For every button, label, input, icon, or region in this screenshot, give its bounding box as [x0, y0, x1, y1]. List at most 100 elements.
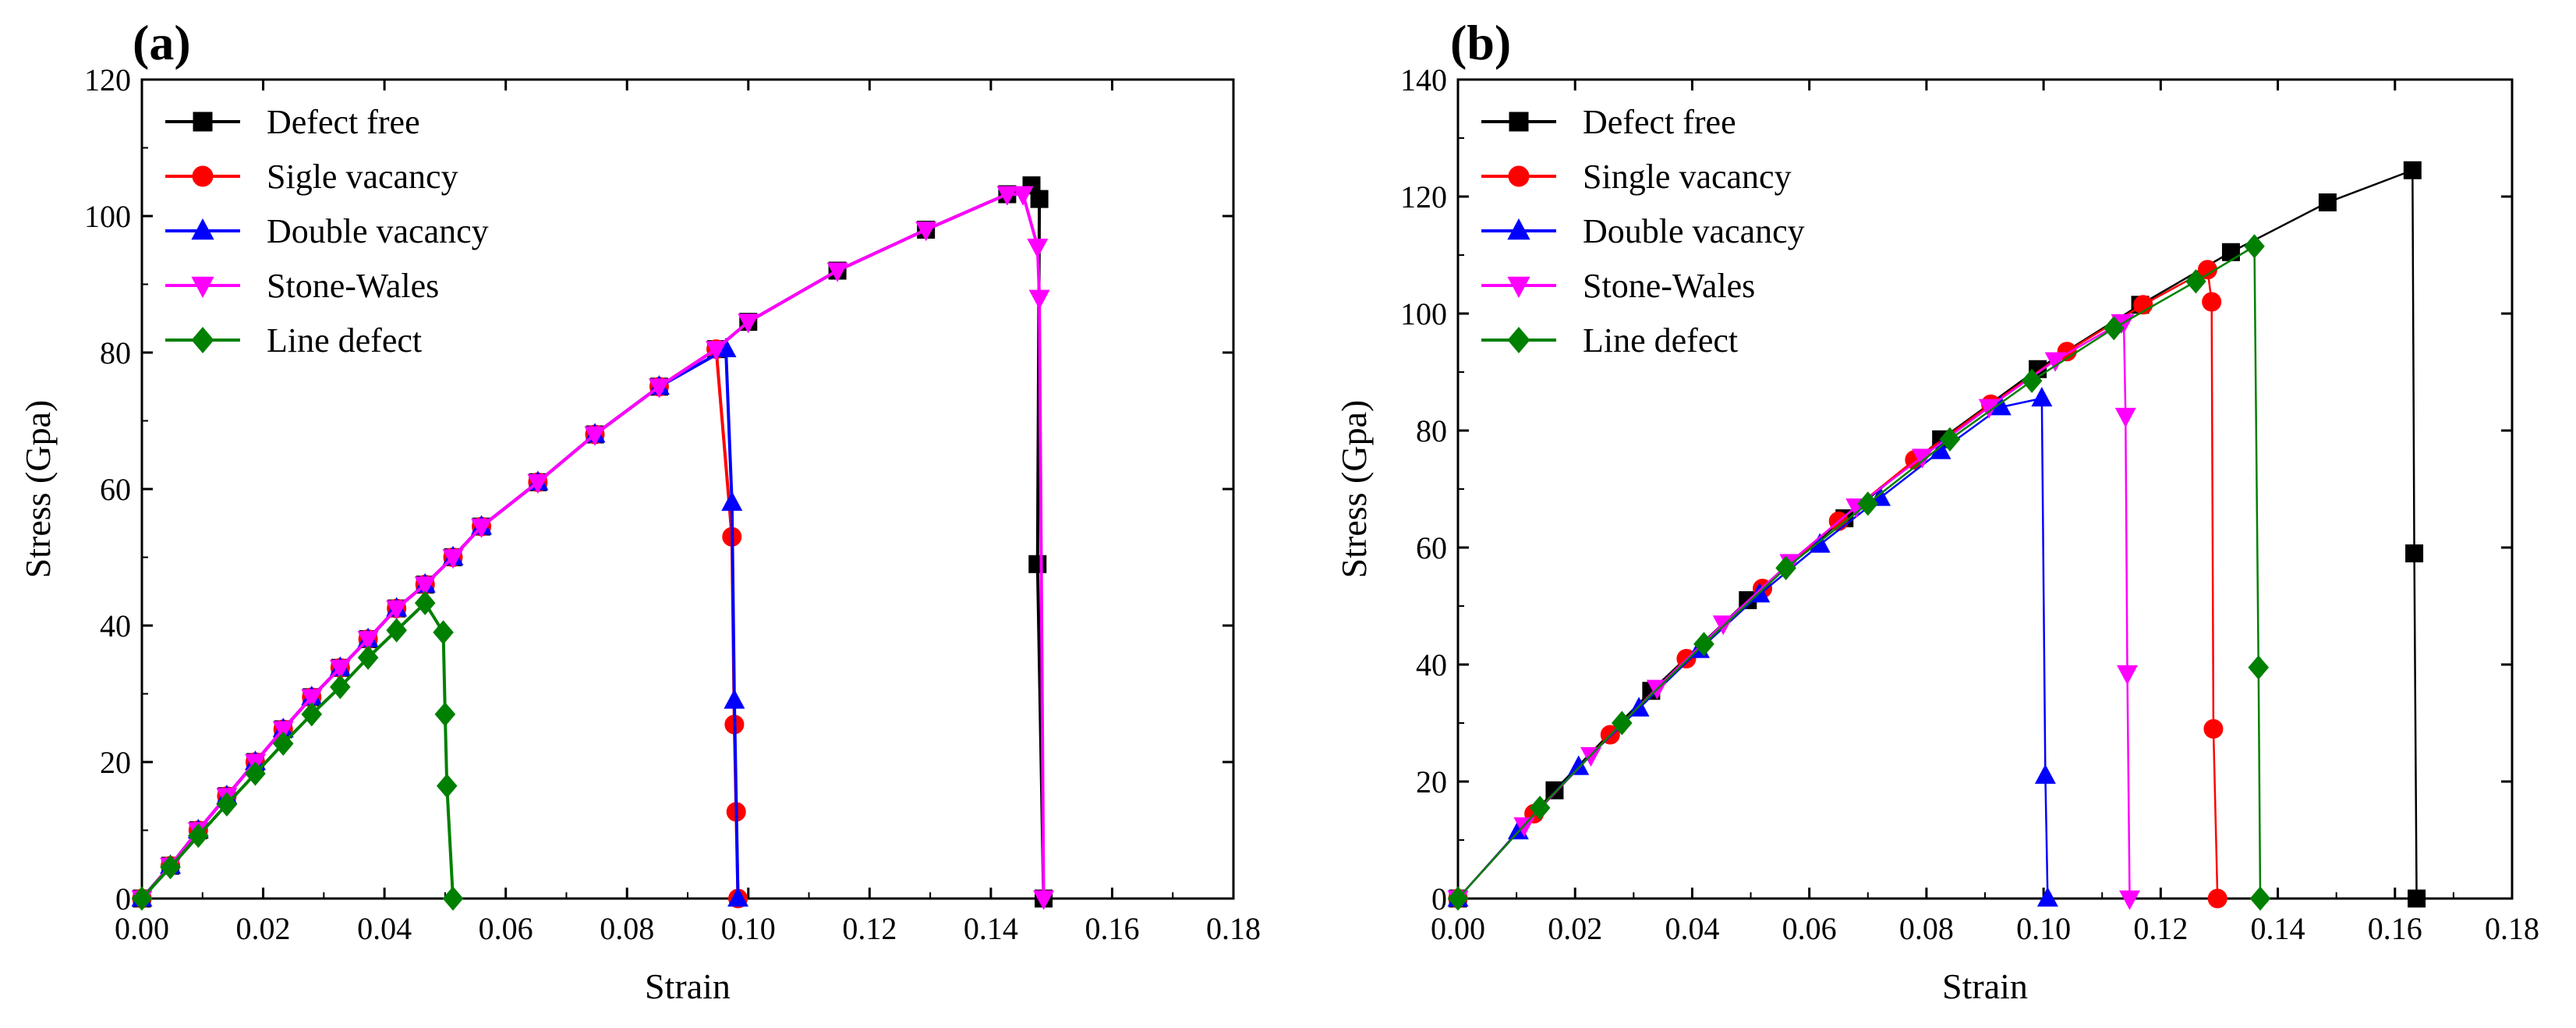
- data-point: [2034, 764, 2056, 784]
- data-point: [1027, 238, 1049, 259]
- x-tick-label: 0.06: [1782, 911, 1837, 946]
- x-tick-label: 0.04: [357, 911, 412, 946]
- data-point: [2185, 269, 2206, 294]
- x-tick-label: 0.06: [479, 911, 533, 946]
- series-line: [1457, 245, 2262, 899]
- y-tick-label: 80: [100, 335, 131, 370]
- legend-label: Double vacancy: [1583, 212, 1805, 250]
- y-tick-label: 20: [1416, 764, 1447, 799]
- data-point: [442, 549, 464, 569]
- data-point: [188, 823, 209, 849]
- legend-label: Line defect: [267, 321, 422, 360]
- legend-marker: [192, 165, 214, 187]
- series-line: [1457, 268, 2219, 899]
- legend-entry: Line defect: [1481, 321, 1738, 360]
- data-point: [1545, 781, 1564, 799]
- data-point: [1033, 890, 1055, 910]
- data-point: [1028, 289, 1050, 310]
- y-tick-label: 120: [84, 62, 131, 97]
- legend-label: Stone-Wales: [267, 267, 439, 305]
- series-line-defect: [1447, 234, 2271, 911]
- data-point: [1568, 755, 1590, 775]
- x-tick-label: 0.18: [2485, 911, 2539, 946]
- data-point: [1857, 491, 1879, 516]
- data-point: [2202, 292, 2222, 312]
- panel-label: (b): [1450, 15, 1511, 70]
- plot-frame: [1456, 78, 2514, 900]
- data-point: [1513, 817, 1535, 838]
- x-tick-label: 0.10: [721, 911, 776, 946]
- legend-marker: [191, 276, 214, 299]
- y-tick-label: 100: [1400, 296, 1447, 331]
- x-tick-label: 0.12: [842, 911, 897, 946]
- data-point: [329, 659, 351, 680]
- x-tick-label: 0.02: [236, 911, 291, 946]
- data-point: [160, 855, 181, 880]
- data-point: [386, 618, 407, 643]
- data-point: [2318, 193, 2337, 211]
- legend-entry: Sigle vacancy: [165, 158, 458, 196]
- data-point: [1028, 555, 1047, 573]
- legend-label: Line defect: [1583, 321, 1738, 360]
- x-tick-label: 0.04: [1665, 911, 1719, 946]
- data-point: [1447, 886, 1469, 911]
- chart-panel-a: (a) 0.00 0.02 0.04 0.06 0.08 0.10 0.12 0.14 0.16 0…: [18, 15, 1261, 1006]
- legend-marker: [1507, 327, 1530, 353]
- x-tick-label: 0.02: [1548, 911, 1602, 946]
- x-tick-label: 0.12: [2133, 911, 2188, 946]
- data-point: [2403, 161, 2422, 179]
- data-point: [330, 675, 351, 700]
- data-point: [2119, 890, 2141, 910]
- legend-entry: Defect free: [165, 103, 420, 141]
- legend-label: Sigle vacancy: [267, 158, 458, 196]
- legend-entry: Single vacancy: [1481, 158, 1792, 196]
- data-point: [2221, 243, 2240, 261]
- data-point: [1912, 448, 1934, 469]
- x-tick-label: 0.16: [1085, 911, 1139, 946]
- data-point: [1612, 711, 1633, 736]
- x-tick-label: 0.08: [600, 911, 654, 946]
- data-point: [433, 620, 454, 645]
- series-double-vacancy: [1447, 386, 2058, 907]
- data-point: [442, 886, 464, 911]
- legend-marker: [191, 218, 214, 240]
- legend-entry: Stone-Wales: [1481, 267, 1755, 305]
- x-tick-label: 0.14: [2251, 911, 2305, 946]
- data-point: [2405, 544, 2424, 562]
- data-point: [131, 886, 153, 911]
- plot-frame: [140, 78, 1235, 900]
- data-point: [471, 518, 493, 538]
- data-point: [301, 689, 323, 709]
- y-tick-label: 0: [1431, 881, 1447, 916]
- data-point: [245, 761, 266, 786]
- data-point: [2244, 234, 2265, 259]
- data-point: [434, 702, 456, 727]
- x-tick-label: 0.16: [2368, 911, 2422, 946]
- series-line: [1457, 397, 2049, 899]
- y-tick-label: 60: [1416, 530, 1447, 565]
- legend-entry: Stone-Wales: [165, 267, 439, 305]
- data-point: [216, 792, 238, 817]
- y-tick-label: 80: [1416, 413, 1447, 448]
- data-point: [2031, 386, 2053, 407]
- legend-marker: [193, 112, 213, 132]
- x-tick-label: 0.10: [2016, 911, 2071, 946]
- data-point: [2117, 665, 2139, 686]
- x-tick-label: 0.18: [1206, 911, 1261, 946]
- series-line: [1457, 321, 2131, 899]
- data-point: [272, 721, 294, 741]
- legend-marker: [1508, 165, 1530, 187]
- y-axis-title: Stress (Gpa): [1334, 400, 1374, 579]
- x-axis-title: Strain: [1942, 966, 2028, 1006]
- data-point: [2207, 888, 2227, 909]
- series-line-defect: [131, 590, 464, 911]
- data-point: [721, 491, 743, 511]
- y-tick-label: 120: [1400, 179, 1447, 214]
- data-point: [2408, 889, 2426, 908]
- data-point: [357, 645, 379, 670]
- legend-entry: Double vacancy: [1481, 212, 1805, 250]
- series-single-vacancy: [1448, 260, 2227, 909]
- legend-marker: [1507, 276, 1530, 299]
- legend-label: Single vacancy: [1583, 158, 1792, 196]
